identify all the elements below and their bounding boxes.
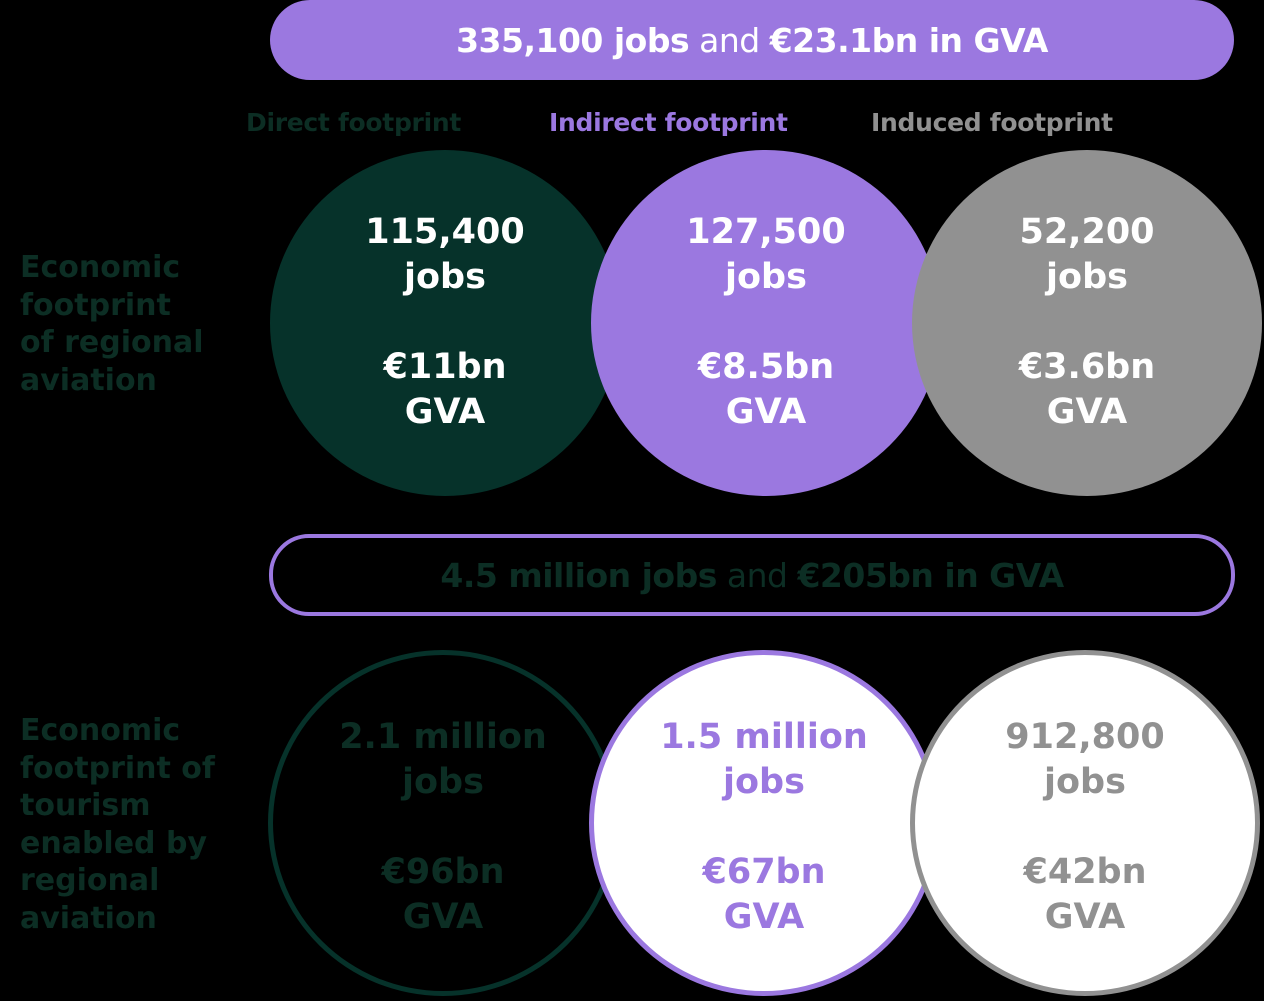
regional-induced-jobs-unit: jobs bbox=[1046, 257, 1128, 297]
regional-total-gva: €23.1bn in GVA bbox=[769, 20, 1049, 60]
tourism-direct-circle: 2.1 million jobs €96bn GVA bbox=[268, 650, 618, 996]
tourism-indirect-jobs-value: 1.5 million bbox=[660, 717, 868, 757]
tourism-total-jobs: 4.5 million jobs bbox=[440, 555, 717, 595]
tourism-total-conjunction: and bbox=[716, 555, 798, 595]
regional-direct-circle: 115,400 jobs €11bn GVA bbox=[270, 150, 620, 496]
regional-indirect-circle: 127,500 jobs €8.5bn GVA bbox=[591, 150, 941, 496]
column-label-indirect: Indirect footprint bbox=[549, 108, 788, 137]
regional-direct-gva-value: €11bn bbox=[383, 347, 507, 387]
tourism-direct-jobs-value: 2.1 million bbox=[339, 717, 547, 757]
regional-direct-jobs-value: 115,400 bbox=[365, 212, 525, 252]
regional-induced-gva-value: €3.6bn bbox=[1018, 347, 1156, 387]
regional-indirect-gva-unit: GVA bbox=[725, 392, 807, 432]
column-label-induced: Induced footprint bbox=[871, 108, 1113, 137]
regional-induced-circle: 52,200 jobs €3.6bn GVA bbox=[912, 150, 1262, 496]
tourism-direct-gva-value: €96bn bbox=[381, 852, 505, 892]
tourism-induced-jobs-value: 912,800 bbox=[1005, 717, 1165, 757]
row-label-tourism: Economic footprint of tourism enabled by… bbox=[20, 713, 215, 936]
regional-indirect-jobs-unit: jobs bbox=[725, 257, 807, 297]
tourism-direct-jobs-unit: jobs bbox=[402, 762, 484, 802]
regional-indirect-gva-value: €8.5bn bbox=[697, 347, 835, 387]
tourism-induced-gva-unit: GVA bbox=[1044, 897, 1126, 937]
tourism-total-gva: €205bn in GVA bbox=[797, 555, 1064, 595]
tourism-indirect-jobs-unit: jobs bbox=[723, 762, 805, 802]
regional-total-jobs: 335,100 jobs bbox=[456, 20, 690, 60]
tourism-total-banner: 4.5 million jobs and €205bn in GVA bbox=[269, 534, 1235, 616]
regional-total-banner: 335,100 jobs and €23.1bn in GVA bbox=[270, 0, 1234, 80]
column-label-direct: Direct footprint bbox=[246, 108, 461, 137]
tourism-indirect-circle: 1.5 million jobs €67bn GVA bbox=[589, 650, 939, 996]
regional-induced-jobs-value: 52,200 bbox=[1019, 212, 1155, 252]
regional-indirect-jobs-value: 127,500 bbox=[686, 212, 846, 252]
tourism-induced-jobs-unit: jobs bbox=[1044, 762, 1126, 802]
tourism-induced-circle: 912,800 jobs €42bn GVA bbox=[910, 650, 1260, 996]
regional-total-conjunction: and bbox=[689, 20, 770, 60]
regional-induced-gva-unit: GVA bbox=[1046, 392, 1128, 432]
regional-direct-jobs-unit: jobs bbox=[404, 257, 486, 297]
regional-direct-gva-unit: GVA bbox=[404, 392, 486, 432]
tourism-indirect-gva-unit: GVA bbox=[723, 897, 805, 937]
row-label-regional-aviation: Economic footprint of regional aviation bbox=[20, 250, 204, 398]
tourism-induced-gva-value: €42bn bbox=[1023, 852, 1147, 892]
tourism-direct-gva-unit: GVA bbox=[402, 897, 484, 937]
tourism-indirect-gva-value: €67bn bbox=[702, 852, 826, 892]
